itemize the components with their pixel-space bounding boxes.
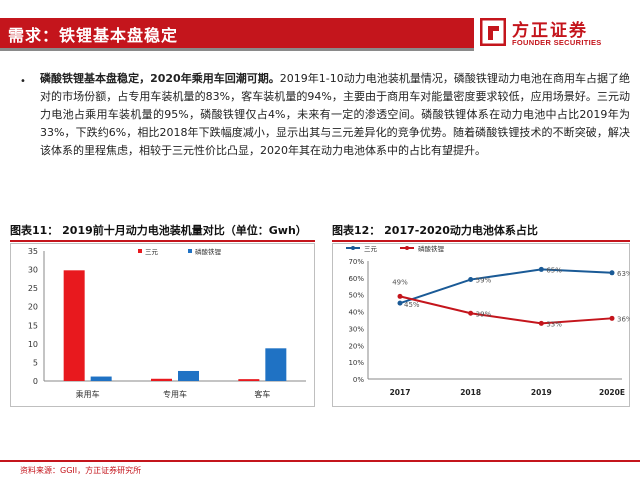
- data-point: [538, 320, 544, 326]
- line-chart-frame: [332, 243, 630, 407]
- data-point: [468, 277, 474, 283]
- data-label: 39%: [476, 310, 492, 318]
- x-tick-label: 乘用车: [76, 389, 100, 399]
- data-label: 63%: [617, 270, 630, 278]
- y-tick-label: 40%: [348, 309, 364, 317]
- body-paragraph: 磷酸铁锂基本盘稳定，2020年乘用车回潮可期。2019年1-10动力电池装机量情…: [40, 70, 630, 160]
- legend-label: 三元: [145, 248, 159, 256]
- title-bar: 需求：铁锂基本盘稳定: [0, 18, 474, 48]
- x-tick-label: 2019: [531, 388, 552, 397]
- data-label: 33%: [546, 320, 562, 328]
- y-tick-label: 10%: [348, 359, 364, 367]
- founder-logo: 方正证券 FOUNDER SECURITIES: [480, 16, 636, 52]
- y-tick-label: 50%: [348, 292, 364, 300]
- bullet-mark: •: [20, 76, 26, 87]
- data-label: 65%: [546, 266, 562, 274]
- y-tick-label: 70%: [348, 258, 364, 266]
- y-tick-label: 30%: [348, 325, 364, 333]
- figure-12-underline: [332, 240, 630, 242]
- data-label: 45%: [404, 301, 420, 309]
- data-point: [538, 266, 544, 272]
- bar-chart-container: 0 5 10 15 20 25 30 35 三元 磷酸铁锂乘用车 专用车 客车: [10, 243, 315, 407]
- legend-label: 磷酸铁锂: [195, 247, 222, 256]
- bar: [265, 348, 287, 381]
- footer-divider: [0, 460, 640, 462]
- series-line: [399, 268, 613, 305]
- y-tick-label: 20: [28, 303, 38, 312]
- legend-label: 三元: [364, 245, 378, 253]
- title-divider: [0, 48, 474, 51]
- logo-name-cn: 方正证券: [512, 21, 588, 41]
- data-label: 59%: [476, 277, 492, 285]
- founder-logo-icon: [480, 18, 506, 46]
- bar: [90, 376, 112, 381]
- y-tick-label: 20%: [348, 342, 364, 350]
- x-tick-label: 2020E: [599, 388, 625, 397]
- x-tick-label: 专用车: [163, 389, 187, 399]
- legend-marker: [405, 246, 409, 250]
- source-note: 资料来源：GGII，方正证券研究所: [20, 466, 142, 475]
- figure-12-title: 图表12： 2017-2020动力电池体系占比: [332, 224, 538, 237]
- bar-chart-frame: [10, 243, 315, 407]
- legend-swatch: [188, 249, 192, 253]
- bar: [151, 378, 172, 381]
- bar: [238, 379, 260, 381]
- data-label: 49%: [392, 278, 408, 286]
- y-tick-label: 0%: [353, 376, 364, 384]
- footer: [0, 462, 640, 480]
- legend-label: 磷酸铁锂: [418, 244, 445, 253]
- data-label: 36%: [617, 315, 630, 323]
- data-point: [397, 300, 403, 306]
- logo-name-en: FOUNDER SECURITIES: [512, 38, 602, 47]
- series-line: [399, 295, 613, 325]
- y-tick-label: 15: [28, 321, 38, 330]
- figure-11-underline: [10, 240, 315, 242]
- paragraph-text: 2019年1-10动力电池装机量情况，磷酸铁锂动力电池在商用车占据了绝对的市场份…: [40, 72, 630, 157]
- y-tick-label: 25: [28, 284, 38, 293]
- bar: [178, 370, 199, 381]
- legend-swatch: [138, 249, 142, 253]
- paragraph-lead: 磷酸铁锂基本盘稳定，2020年乘用车回潮可期。: [40, 72, 280, 85]
- legend-marker: [351, 246, 355, 250]
- header: 需求：铁锂基本盘稳定 方正证券 FOUNDER SECURITIES: [0, 0, 640, 52]
- x-tick-label: 2017: [390, 388, 411, 397]
- bar: [63, 270, 85, 381]
- y-tick-label: 0: [33, 377, 38, 386]
- data-point: [397, 293, 403, 299]
- page-title: 需求：铁锂基本盘稳定: [8, 26, 179, 45]
- line-chart: 0% 10% 20% 30% 40% 50% 60% 70%三元 磷酸铁锂 2017 2018 201…: [332, 243, 633, 407]
- data-point: [468, 310, 474, 316]
- x-tick-label: 客车: [254, 389, 270, 399]
- y-tick-label: 5: [33, 358, 38, 367]
- figure-11-title: 图表11： 2019前十月动力电池装机量对比（单位：Gwh）: [10, 224, 307, 237]
- y-tick-label: 10: [28, 340, 38, 349]
- data-point: [609, 270, 615, 276]
- x-tick-label: 2018: [460, 388, 481, 397]
- y-tick-label: 30: [28, 266, 38, 275]
- line-chart-container: 0% 10% 20% 30% 40% 50% 60% 70% 三元 磷酸铁锂 2017 2018 201…: [332, 243, 633, 407]
- y-tick-label: 60%: [348, 275, 364, 283]
- y-tick-label: 35: [28, 247, 38, 256]
- data-point: [609, 315, 615, 321]
